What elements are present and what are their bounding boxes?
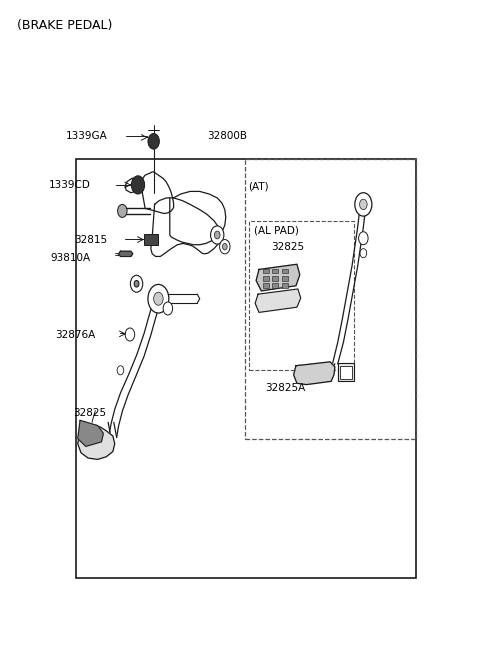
Text: 32825A: 32825A — [265, 383, 305, 393]
Polygon shape — [78, 420, 103, 446]
Circle shape — [219, 239, 230, 254]
Text: (AL PAD): (AL PAD) — [254, 226, 299, 236]
Polygon shape — [119, 251, 133, 256]
Text: (AT): (AT) — [249, 181, 269, 191]
Text: 32825: 32825 — [73, 407, 106, 418]
Circle shape — [222, 243, 227, 250]
Circle shape — [118, 205, 127, 217]
Text: 1339GA: 1339GA — [65, 131, 107, 141]
Circle shape — [134, 281, 139, 287]
Bar — [250, 220, 354, 370]
Circle shape — [355, 193, 372, 216]
Text: 32815: 32815 — [74, 236, 107, 245]
Text: 32825: 32825 — [271, 241, 304, 252]
Circle shape — [117, 366, 124, 375]
Polygon shape — [255, 289, 301, 312]
Text: 32800B: 32800B — [207, 131, 247, 141]
Bar — [272, 283, 278, 288]
Polygon shape — [78, 422, 115, 459]
Bar — [263, 283, 269, 288]
Bar — [282, 283, 288, 288]
Bar — [272, 276, 278, 281]
Bar — [144, 234, 158, 245]
Bar — [338, 363, 354, 381]
Circle shape — [131, 276, 143, 292]
Bar — [282, 276, 288, 281]
Circle shape — [148, 134, 159, 149]
Circle shape — [132, 176, 144, 194]
Bar — [272, 269, 278, 274]
Bar — [282, 269, 288, 274]
Bar — [340, 366, 352, 379]
Polygon shape — [256, 264, 300, 291]
Circle shape — [215, 231, 220, 239]
Bar — [263, 269, 269, 274]
Text: 1339CD: 1339CD — [48, 180, 91, 190]
Circle shape — [360, 199, 367, 210]
Circle shape — [360, 249, 367, 258]
Circle shape — [148, 285, 169, 313]
Circle shape — [125, 328, 135, 341]
Circle shape — [211, 226, 224, 244]
Polygon shape — [294, 362, 335, 384]
Bar — [263, 276, 269, 281]
Text: 32876A: 32876A — [55, 329, 96, 340]
Text: 93810A: 93810A — [50, 253, 91, 263]
Circle shape — [154, 292, 163, 305]
Circle shape — [359, 232, 368, 245]
Circle shape — [163, 302, 173, 315]
Bar — [76, 159, 416, 579]
Bar — [245, 159, 416, 439]
Text: (BRAKE PEDAL): (BRAKE PEDAL) — [17, 19, 112, 32]
